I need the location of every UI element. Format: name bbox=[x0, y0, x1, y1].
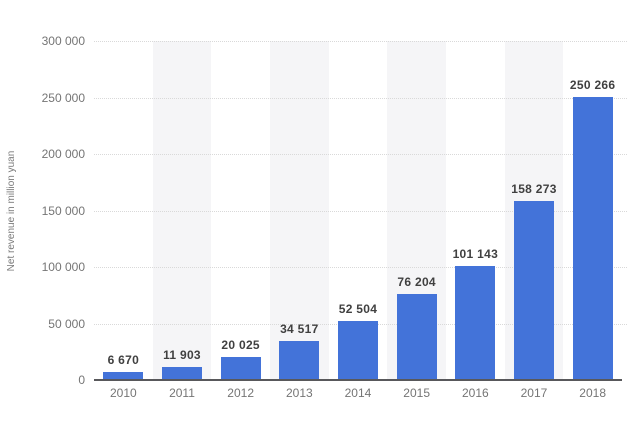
x-tick-label: 2010 bbox=[109, 386, 137, 400]
y-tick-label: 50 000 bbox=[48, 316, 85, 331]
bar-value-label: 76 204 bbox=[397, 274, 436, 289]
x-tick-label: 2018 bbox=[579, 386, 606, 400]
bar-value-label: 34 517 bbox=[280, 321, 319, 336]
bar bbox=[103, 372, 144, 380]
bar-value-label: 11 903 bbox=[163, 347, 201, 362]
gridline bbox=[94, 267, 627, 268]
x-tick-label: 2015 bbox=[403, 386, 430, 400]
y-tick-label: 150 000 bbox=[41, 203, 85, 218]
x-tick-label: 2013 bbox=[285, 386, 313, 400]
bar bbox=[572, 97, 613, 380]
y-tick-label: 250 000 bbox=[41, 90, 85, 105]
x-tick-label: 2014 bbox=[344, 386, 372, 400]
bar bbox=[514, 201, 554, 380]
bar bbox=[279, 340, 320, 380]
y-tick-label: 0 bbox=[78, 373, 85, 387]
bar bbox=[396, 293, 437, 380]
bar-value-label: 6 670 bbox=[107, 353, 140, 368]
gridline bbox=[94, 210, 627, 212]
bar-value-label: 52 504 bbox=[338, 301, 378, 316]
x-tick-label: 2017 bbox=[520, 386, 548, 400]
x-tick-label: 2016 bbox=[461, 386, 489, 400]
bar bbox=[338, 320, 378, 380]
gridline bbox=[94, 97, 627, 99]
bar-value-label: 158 273 bbox=[511, 182, 557, 197]
y-tick-label: 200 000 bbox=[41, 147, 85, 161]
y-tick-label: 100 000 bbox=[41, 260, 85, 274]
gridline bbox=[94, 41, 627, 42]
x-tick-label: 2012 bbox=[227, 386, 254, 400]
bar bbox=[162, 366, 202, 380]
bar-value-label: 250 266 bbox=[569, 78, 616, 93]
y-tick-label: 300 000 bbox=[41, 34, 85, 48]
x-tick-label: 2011 bbox=[169, 386, 195, 400]
x-axis-line bbox=[94, 379, 622, 381]
gridline bbox=[94, 154, 627, 155]
bar bbox=[220, 357, 261, 380]
bar-value-label: 101 143 bbox=[452, 246, 499, 261]
bar-value-label: 20 025 bbox=[221, 338, 260, 353]
bar bbox=[455, 265, 496, 380]
